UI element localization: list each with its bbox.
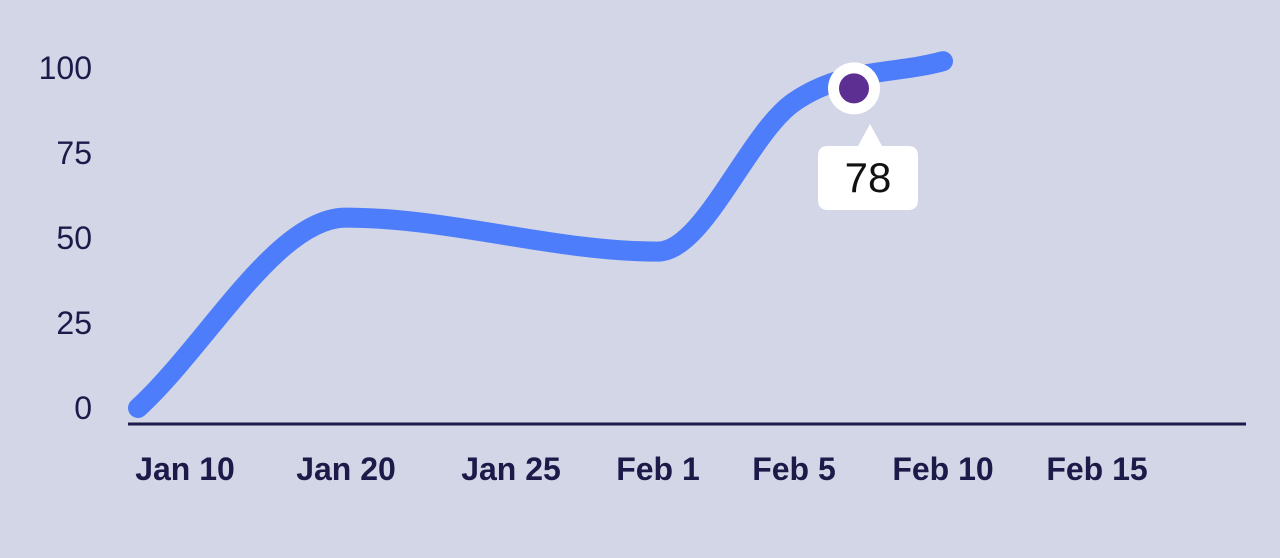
- y-tick-label: 25: [56, 305, 92, 341]
- x-tick-label: Feb 1: [616, 451, 700, 487]
- x-tick-label: Feb 10: [892, 451, 993, 487]
- y-tick-label: 100: [39, 50, 92, 86]
- y-tick-label: 0: [74, 390, 92, 426]
- x-tick-label: Jan 10: [135, 451, 235, 487]
- y-tick-label: 50: [56, 220, 92, 256]
- y-tick-label: 75: [56, 135, 92, 171]
- x-tick-label: Jan 25: [461, 451, 561, 487]
- x-tick-label: Jan 20: [296, 451, 396, 487]
- y-axis-ticks: 100 75 50 25 0: [39, 50, 92, 426]
- x-axis-ticks: Jan 10 Jan 20 Jan 25 Feb 1 Feb 5 Feb 10 Feb 15: [135, 451, 1148, 487]
- series-layer: [128, 51, 953, 418]
- x-tick-label: Feb 15: [1046, 451, 1147, 487]
- series-line: [128, 51, 953, 418]
- tooltip-value: 78: [845, 154, 892, 201]
- x-tick-label: Feb 5: [752, 451, 836, 487]
- highlight-marker-layer: [828, 62, 880, 115]
- tooltip-box: [818, 124, 918, 210]
- value-tooltip: 78: [818, 124, 918, 210]
- highlight-marker: [839, 73, 869, 104]
